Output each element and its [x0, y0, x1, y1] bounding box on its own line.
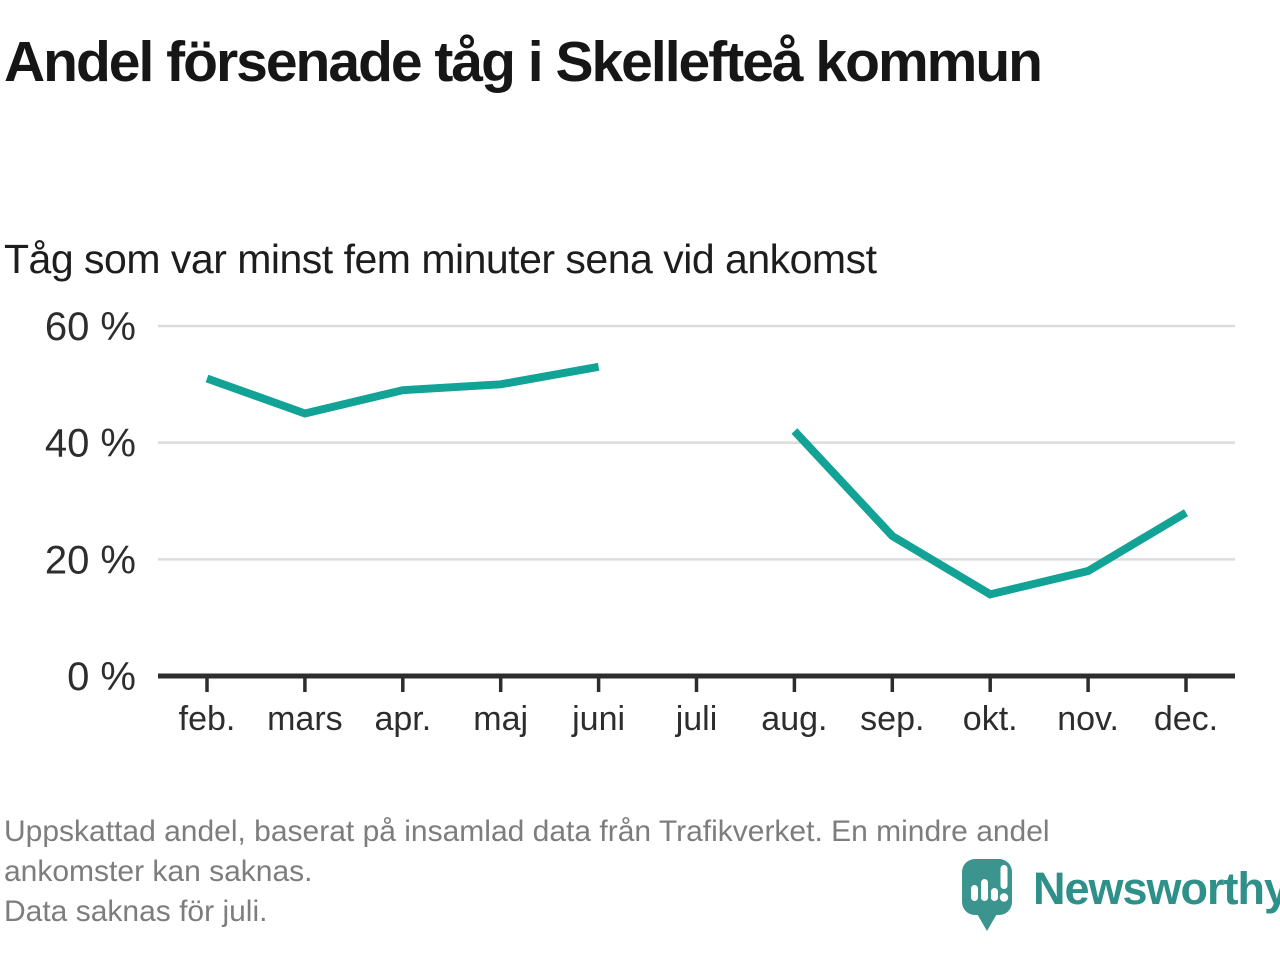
footnote: Uppskattad andel, baserat på insamlad da… — [4, 812, 1264, 932]
footnote-line: Uppskattad andel, baserat på insamlad da… — [4, 815, 1050, 848]
y-axis-label: 40 % — [45, 422, 136, 466]
x-axis-label: feb. — [179, 700, 236, 738]
y-axis-label: 60 % — [45, 305, 136, 349]
x-axis-label: dec. — [1154, 700, 1218, 738]
chart-subtitle: Tåg som var minst fem minuter sena vid a… — [4, 236, 877, 282]
y-axis-label: 0 % — [67, 655, 136, 699]
x-axis-label: aug. — [761, 700, 827, 738]
data-line-segment — [791, 428, 1189, 599]
data-line-segment — [205, 362, 600, 418]
line-chart: 0 % 20 % 40 % 60 % feb. mars apr. maj juni juli au… — [45, 305, 1235, 738]
x-axis-label: nov. — [1057, 700, 1119, 738]
x-axis-label: mars — [267, 700, 343, 738]
x-axis-label: juni — [571, 700, 625, 738]
x-axis-label: sep. — [860, 700, 924, 738]
chart-title: Andel försenade tåg i Skellefteå kommun — [4, 30, 1043, 94]
newsworthy-pin-barchart-icon — [962, 859, 1012, 931]
x-axis-label: okt. — [963, 700, 1018, 738]
footnote-line: ankomster kan saknas. — [4, 855, 313, 888]
x-axis-label: juli — [675, 700, 718, 738]
footnote-line: Data saknas för juli. — [4, 895, 268, 928]
x-axis-label: maj — [473, 700, 528, 738]
newsworthy-logo: Newsworthy — [961, 858, 1280, 934]
newsworthy-wordmark: Newsworthy — [1033, 863, 1280, 914]
y-axis-label: 20 % — [45, 538, 136, 582]
x-axis-label: apr. — [374, 700, 431, 738]
